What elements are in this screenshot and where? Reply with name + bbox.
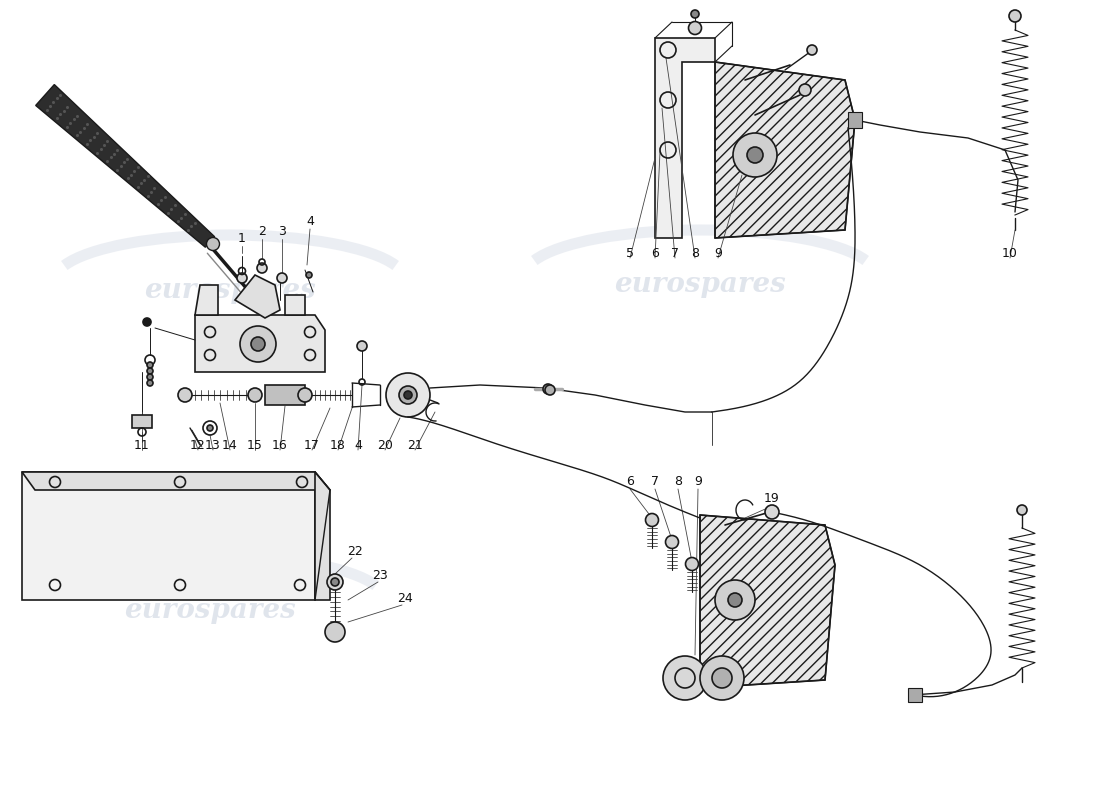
Text: 4: 4 bbox=[354, 439, 362, 452]
Polygon shape bbox=[285, 295, 305, 315]
Circle shape bbox=[764, 505, 779, 519]
Text: 22: 22 bbox=[348, 545, 363, 558]
Circle shape bbox=[248, 388, 262, 402]
Circle shape bbox=[646, 514, 659, 526]
Polygon shape bbox=[235, 275, 280, 318]
Text: 14: 14 bbox=[222, 439, 238, 452]
Polygon shape bbox=[715, 62, 855, 238]
Circle shape bbox=[236, 273, 248, 283]
Text: eurospares: eurospares bbox=[614, 271, 785, 298]
Circle shape bbox=[663, 656, 707, 700]
Circle shape bbox=[386, 373, 430, 417]
Polygon shape bbox=[35, 85, 214, 247]
Circle shape bbox=[685, 558, 698, 570]
Circle shape bbox=[747, 147, 763, 163]
Text: 4: 4 bbox=[306, 215, 313, 228]
Polygon shape bbox=[700, 515, 835, 688]
Text: 10: 10 bbox=[1002, 247, 1018, 260]
Polygon shape bbox=[265, 385, 305, 405]
Text: 1: 1 bbox=[238, 232, 246, 245]
Circle shape bbox=[712, 668, 732, 688]
Circle shape bbox=[358, 341, 367, 351]
Text: 6: 6 bbox=[626, 475, 634, 488]
Polygon shape bbox=[195, 285, 218, 315]
Circle shape bbox=[728, 593, 743, 607]
Circle shape bbox=[327, 574, 343, 590]
Polygon shape bbox=[848, 112, 862, 128]
Circle shape bbox=[1009, 10, 1021, 22]
Text: eurospares: eurospares bbox=[124, 597, 296, 623]
Polygon shape bbox=[132, 415, 152, 428]
Text: 23: 23 bbox=[372, 569, 388, 582]
Text: 3: 3 bbox=[278, 225, 286, 238]
Circle shape bbox=[733, 133, 777, 177]
Polygon shape bbox=[22, 472, 315, 600]
Text: 8: 8 bbox=[674, 475, 682, 488]
Circle shape bbox=[691, 10, 698, 18]
Circle shape bbox=[257, 263, 267, 273]
Text: 7: 7 bbox=[651, 475, 659, 488]
Circle shape bbox=[715, 580, 755, 620]
Circle shape bbox=[147, 380, 153, 386]
Circle shape bbox=[544, 385, 556, 395]
Circle shape bbox=[543, 384, 553, 394]
Circle shape bbox=[277, 273, 287, 283]
Circle shape bbox=[324, 622, 345, 642]
Text: eurospares: eurospares bbox=[144, 277, 316, 303]
Text: 18: 18 bbox=[330, 439, 345, 452]
Circle shape bbox=[306, 272, 312, 278]
Circle shape bbox=[404, 391, 412, 399]
Text: 13: 13 bbox=[205, 439, 221, 452]
Text: 16: 16 bbox=[272, 439, 288, 452]
Polygon shape bbox=[195, 315, 324, 372]
Circle shape bbox=[147, 368, 153, 374]
Text: 19: 19 bbox=[764, 492, 780, 505]
Text: 20: 20 bbox=[377, 439, 393, 452]
Circle shape bbox=[298, 388, 312, 402]
Text: 24: 24 bbox=[397, 592, 412, 605]
Text: 12: 12 bbox=[190, 439, 206, 452]
Circle shape bbox=[207, 238, 220, 250]
Polygon shape bbox=[654, 38, 715, 238]
Polygon shape bbox=[315, 472, 330, 600]
Text: 9: 9 bbox=[694, 475, 702, 488]
Circle shape bbox=[331, 578, 339, 586]
Text: 8: 8 bbox=[691, 247, 698, 260]
Circle shape bbox=[143, 318, 151, 326]
Circle shape bbox=[251, 337, 265, 351]
Circle shape bbox=[240, 326, 276, 362]
Text: 7: 7 bbox=[671, 247, 679, 260]
Text: 6: 6 bbox=[651, 247, 659, 260]
Circle shape bbox=[1018, 505, 1027, 515]
Circle shape bbox=[689, 22, 702, 34]
Polygon shape bbox=[22, 472, 330, 490]
Circle shape bbox=[799, 84, 811, 96]
Text: 5: 5 bbox=[626, 247, 634, 260]
Circle shape bbox=[700, 656, 744, 700]
Text: 11: 11 bbox=[134, 439, 150, 452]
Text: 2: 2 bbox=[258, 225, 266, 238]
Circle shape bbox=[666, 535, 679, 549]
Circle shape bbox=[207, 425, 213, 431]
Text: 15: 15 bbox=[248, 439, 263, 452]
Text: 17: 17 bbox=[304, 439, 320, 452]
Circle shape bbox=[399, 386, 417, 404]
Polygon shape bbox=[908, 688, 922, 702]
Text: 9: 9 bbox=[714, 247, 722, 260]
Text: 21: 21 bbox=[407, 439, 422, 452]
Circle shape bbox=[147, 374, 153, 380]
Circle shape bbox=[178, 388, 192, 402]
Circle shape bbox=[807, 45, 817, 55]
Circle shape bbox=[147, 362, 153, 368]
